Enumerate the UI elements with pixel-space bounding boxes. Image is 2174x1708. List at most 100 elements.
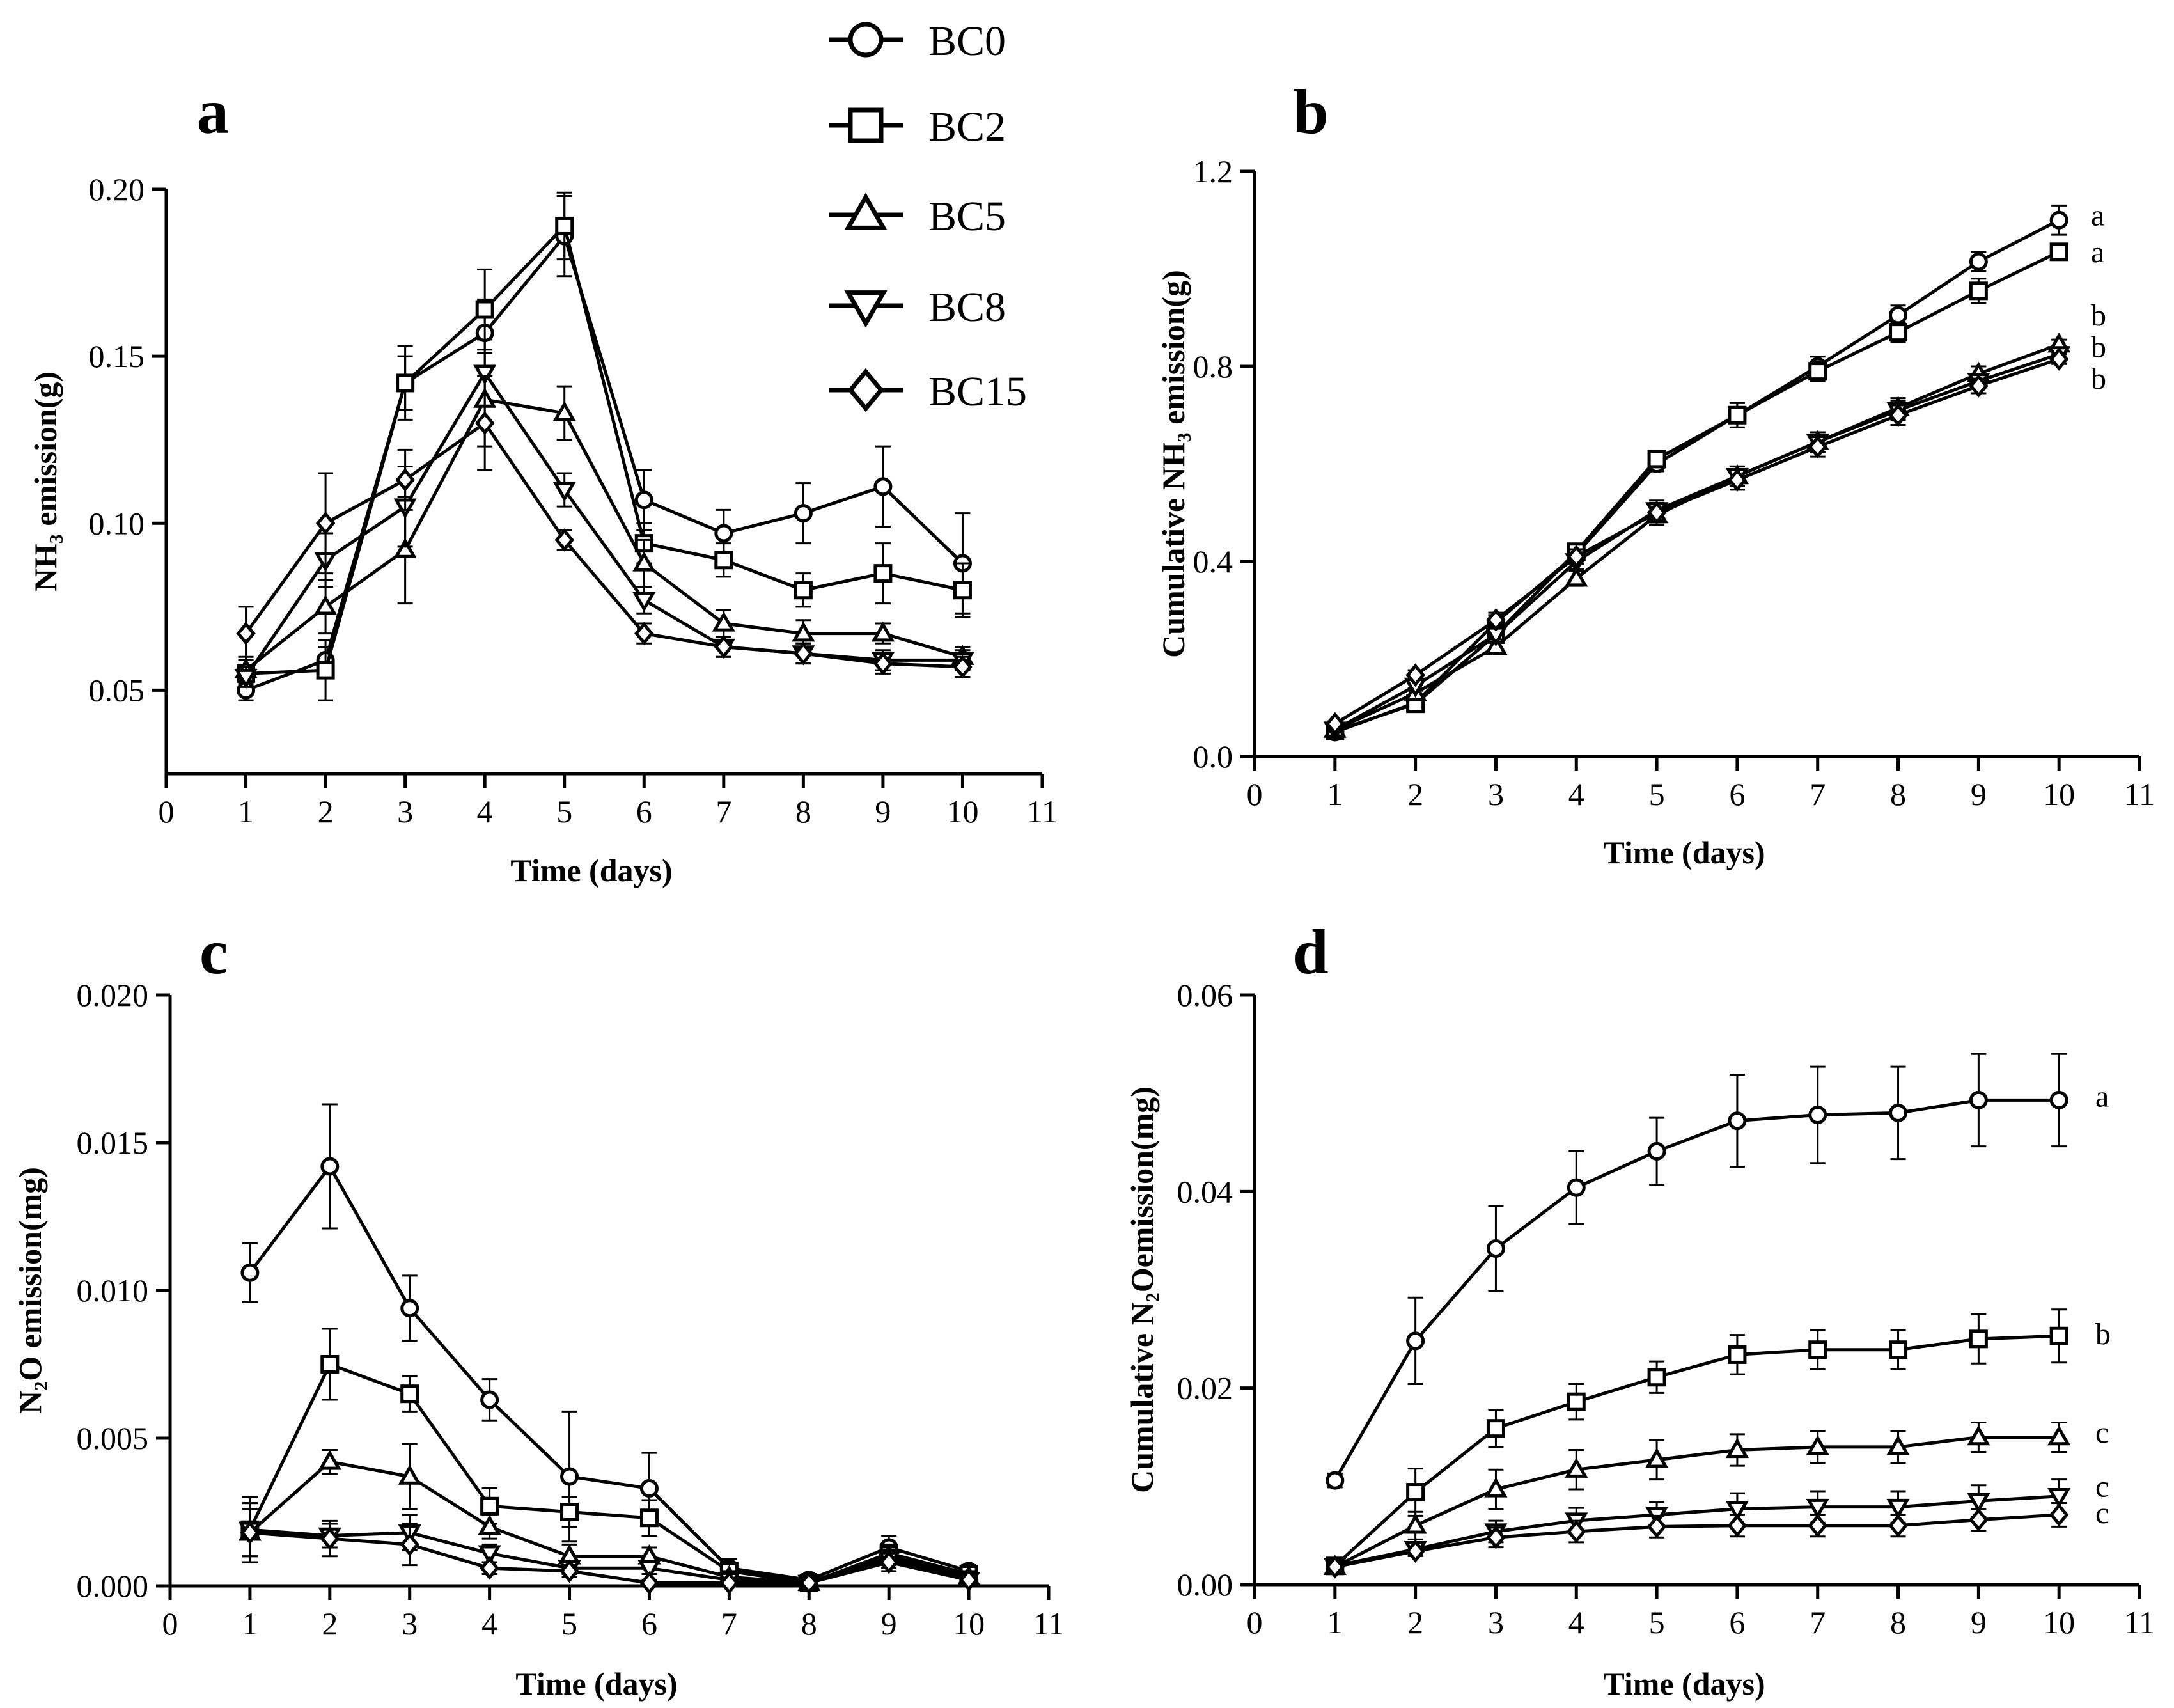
series-line-BC5	[1334, 1436, 2060, 1569]
y-tick-label: 0.10	[89, 505, 145, 541]
series-line-BC15	[1334, 357, 2060, 726]
data-point-BC2	[2049, 242, 2068, 262]
data-point-BC2	[316, 661, 335, 680]
series-line-BC5	[249, 1460, 969, 1585]
data-point-BC8	[1967, 1493, 1990, 1514]
data-point-BC5	[1404, 1513, 1427, 1534]
significance-letter: b	[2091, 299, 2106, 333]
data-point-BC0	[320, 1157, 340, 1176]
data-point-BC5	[1725, 1438, 1749, 1459]
data-point-BC2	[480, 1496, 499, 1516]
x-tick-label: 10	[953, 1606, 985, 1641]
x-tick-label: 10	[2043, 776, 2075, 812]
data-point-BC2	[1728, 1345, 1747, 1364]
data-point-BC8	[632, 592, 656, 613]
data-point-BC5	[478, 1514, 501, 1535]
x-tick-label: 1	[238, 794, 254, 829]
data-point-BC5	[871, 621, 895, 642]
series-line-BC0	[1334, 219, 2060, 734]
x-tick-label: 4	[477, 794, 493, 829]
y-axis-title: Cumulative N₂Oemission(mg)	[1124, 1086, 1160, 1493]
data-point-BC8	[473, 364, 497, 386]
series-line-BC2	[246, 224, 963, 675]
data-point-BC15	[1405, 663, 1425, 687]
series-BC2	[237, 191, 972, 701]
series-line-BC15	[244, 421, 963, 669]
x-tick-label: 3	[397, 794, 413, 829]
x-tick-label: 7	[1810, 776, 1826, 812]
significance-letter: b	[2095, 1317, 2111, 1351]
y-tick-label: 0.06	[1177, 977, 1233, 1013]
x-tick-label: 4	[1568, 1604, 1584, 1640]
series-BC2	[1326, 1308, 2068, 1576]
data-point-BC2	[873, 564, 893, 583]
data-point-BC2	[560, 1503, 579, 1521]
data-point-BC2	[639, 1508, 659, 1528]
x-tick-label: 9	[1971, 1604, 1987, 1640]
x-tick-label: 4	[1568, 776, 1584, 812]
data-point-BC0	[873, 477, 893, 496]
data-point-BC15	[719, 1571, 739, 1595]
x-tick-label: 0	[162, 1606, 178, 1641]
data-point-BC5	[318, 1450, 341, 1470]
data-point-BC0	[1969, 1090, 1988, 1109]
data-point-BC15	[400, 1533, 419, 1556]
data-point-BC5	[398, 1464, 421, 1485]
chart-c-n2o-emission: 0 1 2 3 4 5 6 7 8 9 10 11 0.000 0.005 0.010 0.015 0.020 T…	[12, 977, 1064, 1702]
x-tick-label: 3	[1488, 776, 1504, 812]
data-point-BC15	[1727, 468, 1748, 492]
y-tick-label: 1.2	[1193, 153, 1233, 189]
series-BC0	[1326, 1053, 2068, 1490]
x-axis-title: Time (days)	[515, 1666, 677, 1702]
x-tick-label: 9	[881, 1606, 897, 1641]
series-BC15	[240, 1508, 979, 1595]
data-point-BC2	[1808, 1340, 1827, 1359]
series-line-BC8	[1334, 352, 2060, 732]
series-line-BC15	[1334, 1513, 2060, 1569]
x-tick-label: 8	[795, 794, 811, 829]
x-tick-label: 3	[1488, 1604, 1504, 1640]
data-point-BC0	[1728, 1111, 1747, 1131]
y-tick-label: 0.20	[89, 171, 145, 207]
data-point-BC8	[552, 482, 576, 502]
data-point-BC5	[1886, 1435, 1910, 1455]
data-point-BC2	[475, 300, 494, 319]
x-tick-label: 10	[2043, 1604, 2075, 1640]
data-point-BC15	[799, 1571, 819, 1595]
x-tick-label: 1	[242, 1606, 258, 1641]
x-tick-label: 2	[318, 794, 334, 829]
data-point-BC0	[714, 524, 733, 543]
data-point-BC15	[1486, 608, 1506, 632]
x-tick-label: 4	[481, 1606, 497, 1641]
data-point-BC15	[1405, 1539, 1425, 1563]
data-point-BC2	[953, 581, 972, 600]
data-point-BC2	[320, 1355, 340, 1374]
data-point-BC15	[1808, 1514, 1827, 1538]
data-point-BC5	[313, 595, 338, 615]
series-BC5	[1323, 332, 2071, 738]
data-point-BC2	[794, 581, 813, 600]
x-tick-label: 6	[641, 1606, 657, 1641]
x-tick-label: 2	[1407, 776, 1423, 812]
data-point-BC0	[1889, 306, 1908, 325]
series-line-BC5	[244, 398, 964, 672]
x-tick-label: 11	[1033, 1606, 1064, 1641]
legend-marker-BC5	[844, 192, 888, 230]
x-tick-label: 10	[946, 794, 978, 829]
y-tick-label: 0.4	[1193, 544, 1233, 579]
data-point-BC15	[240, 1521, 260, 1545]
legend-label: BC8	[928, 284, 1006, 331]
legend: BC0 BC2 BC5 BC8 BC15	[829, 18, 1027, 415]
data-point-BC5	[1967, 1425, 1990, 1446]
data-point-BC8	[1806, 1498, 1829, 1519]
x-tick-label: 11	[2124, 776, 2155, 812]
data-point-BC5	[792, 621, 815, 642]
series-line-BC2	[1334, 1334, 2060, 1567]
data-point-BC5	[1565, 566, 1588, 587]
x-tick-label: 2	[322, 1606, 338, 1641]
data-point-BC0	[560, 1467, 579, 1486]
y-axis-title: Cumulative NH₃ emission(g)	[1155, 270, 1191, 658]
y-tick-label: 0.04	[1177, 1173, 1233, 1209]
x-tick-label: 3	[402, 1606, 418, 1641]
data-point-BC15	[1969, 1508, 1989, 1532]
